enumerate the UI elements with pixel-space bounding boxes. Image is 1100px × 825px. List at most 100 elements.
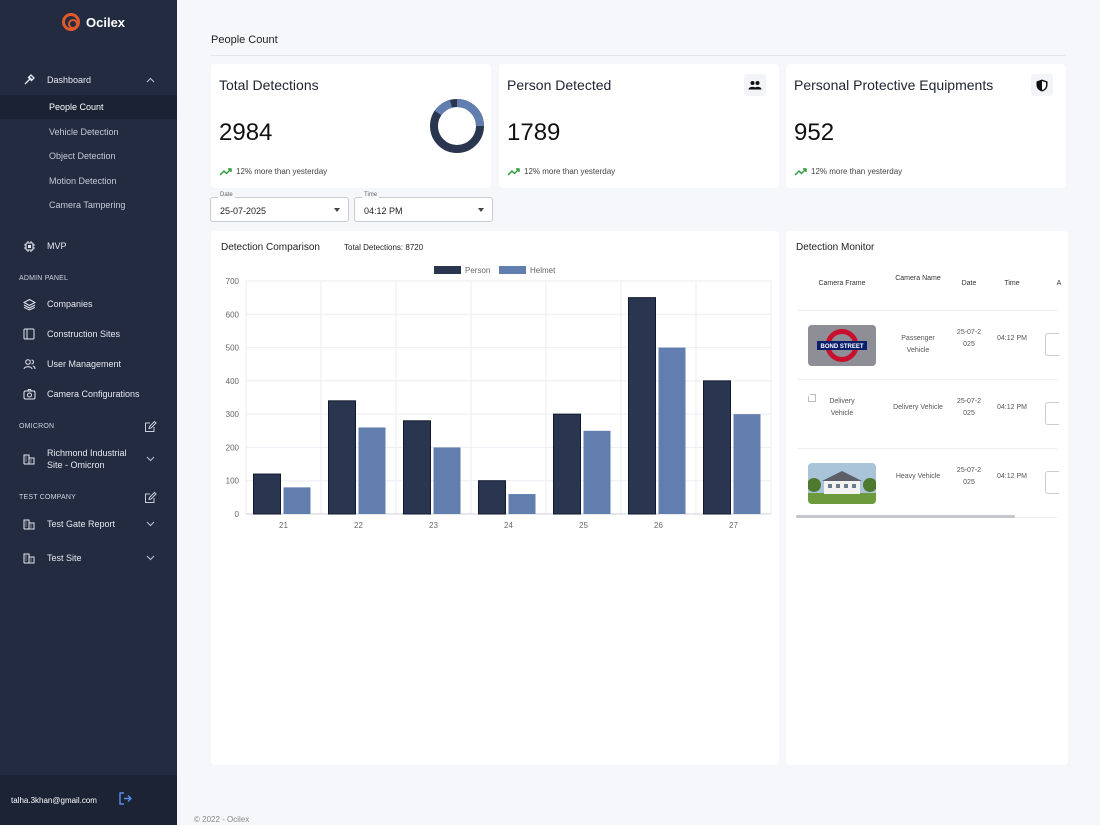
- legend-label: Person: [465, 266, 490, 275]
- column-header-date[interactable]: Date: [961, 280, 977, 287]
- sidebar-subitem-motion-detection[interactable]: Motion Detection: [49, 176, 117, 186]
- kpi-trend-text: 12% more than yesterday: [524, 167, 616, 176]
- sidebar-item-test-gate-report[interactable]: Test Gate Report: [0, 516, 177, 532]
- column-header-camera-frame[interactable]: Camera Frame: [818, 280, 866, 287]
- sidebar-item-richmond-site[interactable]: Richmond Industrial Site - Omicron: [0, 445, 177, 473]
- bond-street-sign-text: BOND STREET: [820, 344, 863, 350]
- brand[interactable]: Ocilex: [62, 13, 125, 31]
- detection-comparison-title: Detection Comparison: [221, 242, 320, 253]
- logout-icon[interactable]: [118, 791, 133, 806]
- detection-comparison-chart: 0 100 200 300 400 500 600 700 21 22 23 24 25 26 27 Pers…: [226, 266, 772, 530]
- bar-person: [703, 380, 731, 515]
- panel-icon: [22, 327, 36, 341]
- ocilex-logo-icon: [62, 13, 80, 31]
- time-cell: 04:12 PM: [997, 404, 1027, 411]
- sidebar-item-construction-sites[interactable]: Construction Sites: [0, 326, 177, 342]
- total-detections-label: Total Detections: 8720: [344, 243, 424, 252]
- kpi-trend: 12% more than yesterday: [794, 167, 902, 176]
- caret-down-icon: [334, 208, 340, 212]
- y-tick-label: 200: [226, 443, 240, 452]
- row-action-button[interactable]: [1045, 333, 1059, 356]
- time-select-label: Time: [362, 192, 380, 198]
- sidebar-subitem-people-count[interactable]: People Count: [0, 95, 177, 119]
- legend-label: Helmet: [530, 266, 556, 275]
- page-title: People Count: [211, 34, 278, 46]
- edit-icon[interactable]: [144, 420, 157, 433]
- time-cell: 04:12 PM: [997, 335, 1027, 342]
- x-tick-label: 23: [429, 521, 438, 530]
- sidebar-item-dashboard[interactable]: Dashboard: [0, 72, 177, 88]
- sidebar-item-label: MVP: [47, 241, 67, 251]
- chevron-down-icon[interactable]: [146, 454, 155, 464]
- legend-swatch: [434, 266, 461, 274]
- horizontal-scrollbar[interactable]: [796, 515, 1015, 518]
- sidebar-item-test-site[interactable]: Test Site: [0, 550, 177, 566]
- time-select[interactable]: Time 04:12 PM: [354, 192, 493, 222]
- sidebar-item-camera-configurations[interactable]: Camera Configurations: [0, 386, 177, 402]
- sidebar-item-user-management[interactable]: User Management: [0, 356, 177, 372]
- bar-helmet: [283, 487, 311, 514]
- bar-helmet: [583, 430, 611, 514]
- kpi-title: Total Detections: [219, 77, 319, 93]
- sidebar-item-label: Dashboard: [47, 75, 92, 85]
- kpi-card-person-detected: Person Detected 1789 12% more than yeste…: [499, 64, 779, 188]
- divider: [211, 55, 1065, 56]
- x-tick-label: 26: [654, 521, 663, 530]
- camera-frame-bond-street[interactable]: BOND STREET: [808, 325, 876, 366]
- bar-helmet: [658, 347, 686, 514]
- section-title-admin-panel: ADMIN PANEL: [19, 275, 69, 282]
- sidebar-item-label: Test Gate Report: [47, 519, 116, 529]
- brand-name: Ocilex: [86, 14, 126, 30]
- kpi-trend-text: 12% more than yesterday: [811, 167, 903, 176]
- user-email: talha.3khan@gmail.com: [11, 795, 97, 805]
- column-header-actions[interactable]: A: [1056, 280, 1062, 287]
- sidebar-footer: talha.3khan@gmail.com: [0, 775, 177, 825]
- edit-icon[interactable]: [144, 491, 157, 504]
- row-action-button[interactable]: [1045, 471, 1059, 494]
- sidebar-item-label: Richmond Industrial Site - Omicron: [47, 448, 127, 470]
- broken-image-alt-text: Delivery Vehicle: [829, 398, 855, 417]
- chevron-up-icon[interactable]: [146, 75, 155, 85]
- date-select-label: Date: [218, 192, 235, 198]
- camera-name-cell: Heavy Vehicle: [895, 473, 941, 480]
- sidebar-subitem-object-detection[interactable]: Object Detection: [49, 151, 116, 161]
- y-tick-label: 500: [226, 344, 240, 353]
- bar-helmet: [508, 494, 536, 514]
- column-header-time[interactable]: Time: [1004, 280, 1020, 287]
- users-icon: [22, 357, 36, 371]
- bar-person: [553, 413, 581, 515]
- column-header-camera-name[interactable]: Camera Name: [895, 275, 941, 282]
- chevron-down-icon[interactable]: [146, 553, 155, 563]
- building-icon: [22, 551, 36, 565]
- y-tick-label: 0: [235, 510, 240, 519]
- date-cell: 25-07-2025: [956, 329, 982, 348]
- y-tick-label: 700: [226, 277, 240, 286]
- layers-icon: [22, 297, 36, 311]
- chevron-down-icon[interactable]: [146, 519, 155, 529]
- row-action-button[interactable]: [1045, 402, 1059, 425]
- sidebar-item-mvp[interactable]: MVP: [0, 238, 177, 254]
- sidebar-subitem-vehicle-detection[interactable]: Vehicle Detection: [49, 127, 119, 137]
- sidebar-item-label: User Management: [47, 359, 122, 369]
- building-icon: [22, 452, 36, 466]
- camera-frame-broken-image[interactable]: Delivery Vehicle: [808, 394, 876, 435]
- camera-frame-house[interactable]: [808, 463, 876, 504]
- kpi-value: 2984: [219, 119, 273, 146]
- kpi-trend: 12% more than yesterday: [219, 167, 327, 176]
- kpi-title: Person Detected: [507, 77, 612, 93]
- sidebar: Ocilex Dashboard People Count Vehicle De…: [0, 0, 177, 825]
- bar-person: [628, 297, 656, 515]
- people-icon: [744, 74, 766, 96]
- detection-monitor-title: Detection Monitor: [796, 242, 875, 253]
- section-title-omicron: OMICRON: [19, 423, 55, 430]
- sidebar-item-companies[interactable]: Companies: [0, 296, 177, 312]
- x-tick-label: 27: [729, 521, 738, 530]
- shield-icon: [1031, 74, 1053, 96]
- date-select[interactable]: Date 25-07-2025: [210, 192, 349, 222]
- sidebar-item-label: Test Site: [47, 553, 82, 563]
- date-cell: 25-07-2025: [956, 467, 982, 486]
- x-tick-label: 24: [504, 521, 513, 530]
- sidebar-subitem-camera-tampering[interactable]: Camera Tampering: [49, 200, 126, 210]
- section-title-test-company: TEST COMPANY: [19, 494, 76, 501]
- row-divider: [797, 379, 1057, 380]
